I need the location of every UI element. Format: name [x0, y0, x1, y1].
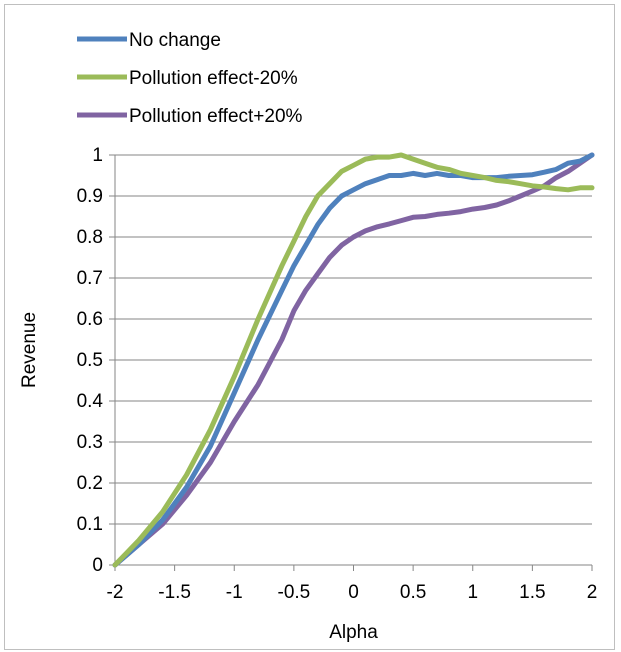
series-line-2 — [112, 152, 595, 568]
x-tick-label-1: -1.5 — [158, 582, 191, 603]
tick-labels: 0 0.1 0.2 0.3 0.4 0.5 0.6 0.7 0.8 0.9 1 -2 -1.5 -1 -0.… — [77, 145, 598, 603]
chart-frame: 0 0.1 0.2 0.3 0.4 0.5 0.6 0.7 0.8 0.9 1 -2 -1.5 -1 -0.… — [4, 4, 615, 650]
x-axis-title: Alpha — [329, 622, 378, 643]
y-tick-label-3: 0.3 — [77, 432, 103, 453]
x-tick-label-8: 2 — [587, 582, 598, 603]
y-tick-label-8: 0.8 — [77, 227, 103, 248]
legend: No change Pollution effect-20% Pollution e… — [77, 30, 303, 127]
legend-label-1: Pollution effect-20% — [129, 68, 298, 89]
grid-lines — [115, 154, 592, 525]
series-lines — [112, 152, 595, 568]
legend-item-0: No change — [77, 30, 221, 51]
y-tick-label-10: 1 — [92, 145, 103, 166]
x-tick-label-7: 1.5 — [519, 582, 545, 603]
x-tick-label-5: 0.5 — [400, 582, 426, 603]
x-tick-label-4: 0 — [348, 582, 359, 603]
x-tick-label-3: -0.5 — [278, 582, 311, 603]
y-tick-label-4: 0.4 — [77, 391, 104, 412]
y-tick-label-7: 0.7 — [77, 268, 103, 289]
y-tick-label-0: 0 — [92, 555, 103, 576]
y-tick-label-5: 0.5 — [77, 350, 103, 371]
y-tick-label-6: 0.6 — [77, 309, 103, 330]
x-tick-label-0: -2 — [107, 582, 124, 603]
series-line-1 — [112, 152, 595, 568]
y-tick-label-9: 0.9 — [77, 186, 103, 207]
x-tick-label-6: 1 — [467, 582, 478, 603]
y-tick-label-1: 0.1 — [77, 514, 103, 535]
y-axis-title: Revenue — [19, 312, 40, 388]
legend-label-2: Pollution effect+20% — [129, 106, 303, 127]
x-tick-label-2: -1 — [226, 582, 243, 603]
y-tick-label-2: 0.2 — [77, 473, 103, 494]
series-line-0 — [112, 152, 595, 568]
legend-label-0: No change — [129, 30, 221, 51]
axes — [109, 154, 593, 571]
legend-item-2: Pollution effect+20% — [77, 106, 303, 127]
legend-item-1: Pollution effect-20% — [77, 68, 298, 89]
line-chart: 0 0.1 0.2 0.3 0.4 0.5 0.6 0.7 0.8 0.9 1 -2 -1.5 -1 -0.… — [19, 30, 598, 643]
